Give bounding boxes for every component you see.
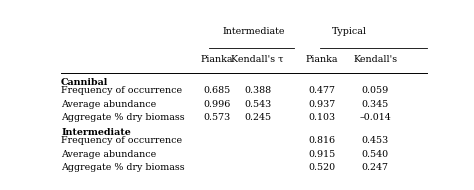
- Text: Frequency of occurrence: Frequency of occurrence: [61, 136, 182, 145]
- Text: Kendall's τ: Kendall's τ: [231, 55, 284, 64]
- Text: 0.996: 0.996: [203, 100, 231, 109]
- Text: Average abundance: Average abundance: [61, 100, 156, 109]
- Text: 0.915: 0.915: [308, 150, 336, 159]
- Text: 0.245: 0.245: [244, 113, 271, 122]
- Text: 0.103: 0.103: [309, 113, 336, 122]
- Text: 0.540: 0.540: [362, 150, 389, 159]
- Text: 0.247: 0.247: [362, 163, 389, 172]
- Text: 0.345: 0.345: [362, 100, 389, 109]
- Text: Aggregate % dry biomass: Aggregate % dry biomass: [61, 163, 185, 172]
- Text: Cannibal: Cannibal: [61, 78, 109, 87]
- Text: 0.573: 0.573: [204, 113, 231, 122]
- Text: Intermediate: Intermediate: [61, 128, 131, 137]
- Text: 0.477: 0.477: [309, 86, 336, 95]
- Text: 0.453: 0.453: [362, 136, 389, 145]
- Text: 0.543: 0.543: [244, 100, 271, 109]
- Text: Typical: Typical: [332, 27, 367, 36]
- Text: Kendall's: Kendall's: [353, 55, 397, 64]
- Text: Aggregate % dry biomass: Aggregate % dry biomass: [61, 113, 185, 122]
- Text: 0.059: 0.059: [362, 86, 389, 95]
- Text: Pianka: Pianka: [306, 55, 338, 64]
- Text: 0.685: 0.685: [204, 86, 231, 95]
- Text: 0.388: 0.388: [244, 86, 271, 95]
- Text: Average abundance: Average abundance: [61, 150, 156, 159]
- Text: Pianka: Pianka: [201, 55, 234, 64]
- Text: 0.520: 0.520: [309, 163, 336, 172]
- Text: Frequency of occurrence: Frequency of occurrence: [61, 86, 182, 95]
- Text: –0.014: –0.014: [359, 113, 391, 122]
- Text: 0.816: 0.816: [309, 136, 336, 145]
- Text: 0.937: 0.937: [308, 100, 336, 109]
- Text: Intermediate: Intermediate: [223, 27, 285, 36]
